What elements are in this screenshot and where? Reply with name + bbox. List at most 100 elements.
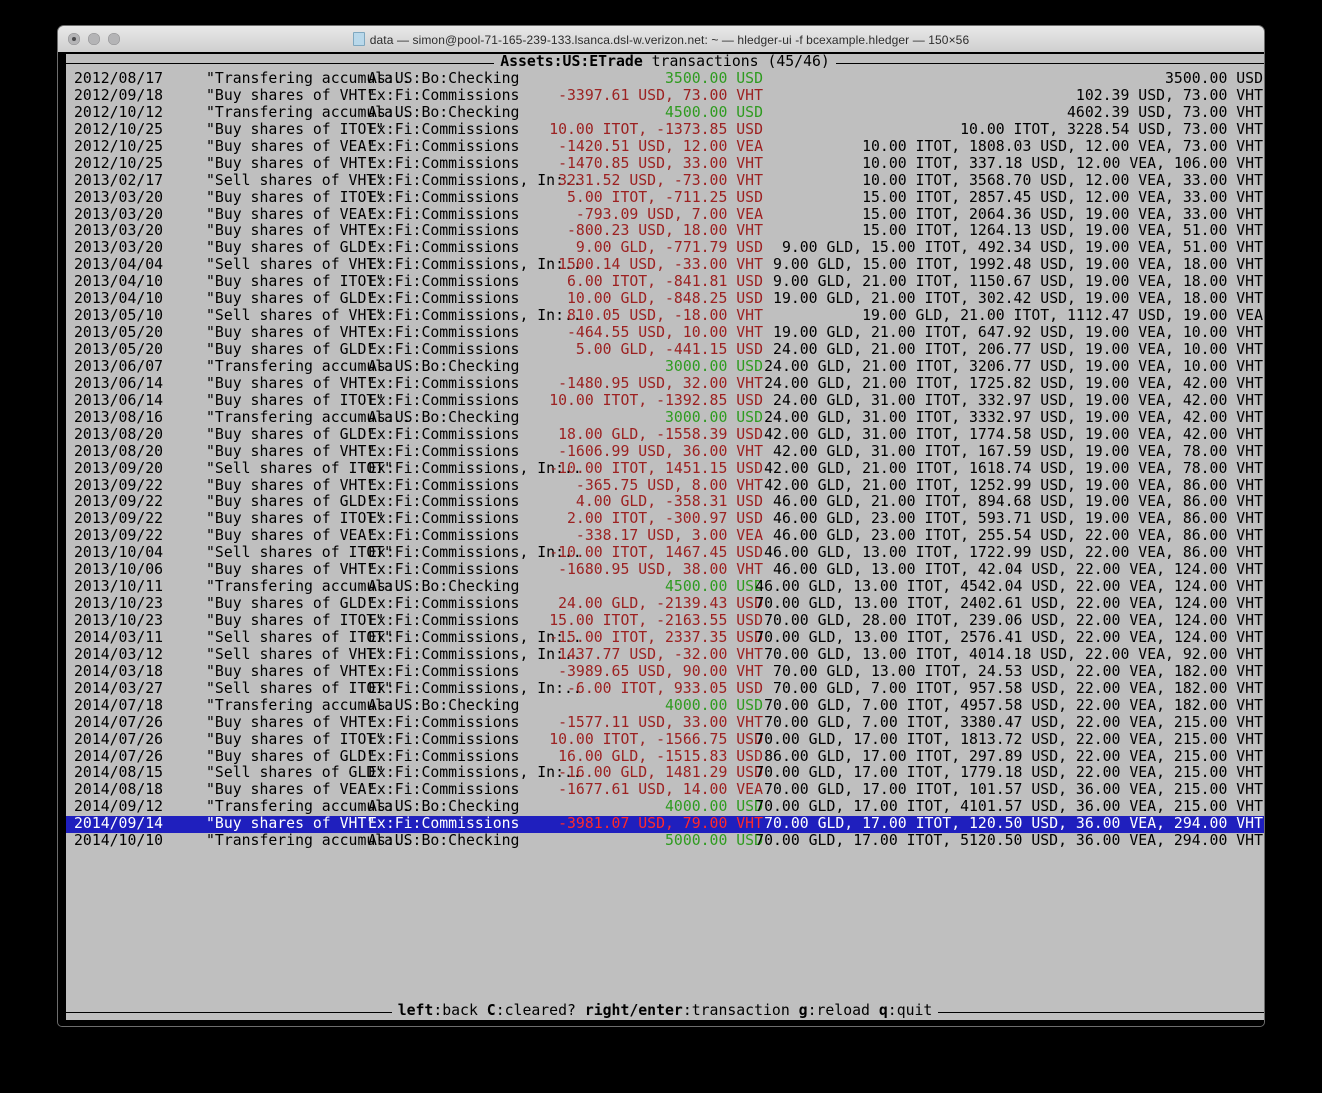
table-row[interactable]: 2012/10/25 "Buy shares of VHT" Ex:Fi:Commi… bbox=[66, 154, 1264, 173]
table-row[interactable]: 2013/03/20 "Buy shares of VHT" Ex:Fi:Commi… bbox=[66, 222, 1264, 240]
row-amount: 15.00 ITOT, -2163.55 USD bbox=[549, 612, 763, 629]
row-balance: 10.00 ITOT, 3228.54 USD, 73.00 VHT bbox=[960, 120, 1263, 138]
table-row[interactable]: 2013/10/23 "Buy shares of GLD" Ex:Fi:Commi… bbox=[66, 595, 1264, 613]
row-account: Ex:Fi:Commissions, In:.. bbox=[368, 256, 582, 274]
table-row[interactable]: 2013/10/04 "Sell shares of ITOT" Ex:Fi:Com… bbox=[66, 544, 1264, 562]
row-account: As:US:Bo:Checking bbox=[368, 832, 520, 850]
table-row[interactable]: 2013/09/22 "Buy shares of ITOT" Ex:Fi:Comm… bbox=[66, 510, 1264, 528]
transactions-list[interactable]: 2012/08/17 "Transfering accumula.. As:US:B… bbox=[66, 70, 1264, 850]
row-balance: 70.00 GLD, 17.00 ITOT, 101.57 USD, 36.00… bbox=[764, 781, 1263, 799]
header-rule-right bbox=[835, 63, 1264, 64]
table-row[interactable]: 2013/03/20 "Buy shares of GLD" Ex:Fi:Commi… bbox=[66, 239, 1264, 257]
row-account: Ex:Fi:Commissions bbox=[368, 730, 520, 748]
table-row[interactable]: 2013/03/20 "Buy shares of ITOT" Ex:Fi:Comm… bbox=[66, 188, 1264, 207]
table-row[interactable]: 2013/04/04 "Sell shares of VHT" Ex:Fi:Comm… bbox=[66, 256, 1264, 274]
zoom-button-icon[interactable] bbox=[108, 33, 120, 45]
table-row[interactable]: 2013/04/10 "Buy shares of ITOT" Ex:Fi:Comm… bbox=[66, 273, 1264, 291]
table-row[interactable]: 2013/09/22 "Buy shares of VHT" Ex:Fi:Commi… bbox=[66, 476, 1264, 495]
key-name[interactable]: right/enter bbox=[584, 1003, 683, 1020]
row-amount: -338.17 USD, 3.00 VEA bbox=[575, 527, 763, 545]
table-row[interactable]: 2014/07/26 "Buy shares of ITOT" Ex:Fi:Comm… bbox=[66, 730, 1264, 749]
footer-rule-left bbox=[66, 1012, 392, 1013]
row-amount: 5.00 ITOT, -711.25 USD bbox=[567, 188, 763, 206]
table-row[interactable]: 2014/07/26 "Buy shares of GLD" Ex:Fi:Commi… bbox=[66, 748, 1264, 766]
table-row[interactable]: 2013/05/10 "Sell shares of VHT" Ex:Fi:Comm… bbox=[66, 307, 1264, 325]
header-suffix: transactions (45/46) bbox=[642, 54, 830, 71]
row-amount: -464.55 USD, 10.00 VHT bbox=[567, 324, 763, 342]
table-row[interactable]: 2013/08/20 "Buy shares of VHT" Ex:Fi:Commi… bbox=[66, 442, 1264, 461]
table-row[interactable]: 2014/03/11 "Sell shares of ITOT" Ex:Fi:Com… bbox=[66, 628, 1264, 647]
key-name[interactable]: g bbox=[798, 1003, 808, 1020]
table-row[interactable]: 2014/07/26 "Buy shares of VHT" Ex:Fi:Commi… bbox=[66, 714, 1264, 732]
row-description: "Buy shares of VHT" bbox=[206, 662, 376, 680]
minimize-button-icon[interactable] bbox=[88, 33, 100, 45]
table-row[interactable]: 2012/10/25 "Buy shares of ITOT" Ex:Fi:Comm… bbox=[66, 120, 1264, 139]
table-row[interactable]: 2013/06/14 "Buy shares of ITOT" Ex:Fi:Comm… bbox=[66, 392, 1264, 410]
row-amount: 4500.00 USD bbox=[665, 578, 763, 596]
row-account: Ex:Fi:Commissions bbox=[368, 154, 520, 172]
key-name[interactable]: C bbox=[486, 1003, 496, 1020]
table-row[interactable]: 2013/10/23 "Buy shares of ITOT" Ex:Fi:Comm… bbox=[66, 612, 1264, 630]
table-row[interactable]: 2014/09/12 "Transfering accumula.. As:US:B… bbox=[66, 798, 1264, 816]
table-row[interactable]: 2013/09/20 "Sell shares of ITOT" Ex:Fi:Com… bbox=[66, 460, 1264, 478]
table-row[interactable]: 2013/10/06 "Buy shares of VHT" Ex:Fi:Commi… bbox=[66, 561, 1264, 579]
table-row[interactable]: 2014/03/18 "Buy shares of VHT" Ex:Fi:Commi… bbox=[66, 662, 1264, 681]
row-account: Ex:Fi:Commissions, In:.. bbox=[368, 171, 582, 189]
table-row[interactable]: 2012/10/25 "Buy shares of VEA" Ex:Fi:Commi… bbox=[66, 137, 1264, 156]
row-balance: 46.00 GLD, 13.00 ITOT, 1722.99 USD, 22.0… bbox=[764, 544, 1263, 562]
window-titlebar[interactable]: data — simon@pool-71-165-239-133.lsanca.… bbox=[58, 26, 1264, 53]
key-action: :back bbox=[433, 1003, 478, 1020]
table-row[interactable]: 2014/10/10 "Transfering accumula.. As:US:B… bbox=[66, 832, 1264, 850]
table-row[interactable]: 2012/10/12 "Transfering accumula.. As:US:B… bbox=[66, 103, 1264, 122]
row-description: "Sell shares of VHT" bbox=[206, 307, 385, 325]
table-row[interactable]: 2014/08/15 "Sell shares of GLD" Ex:Fi:Comm… bbox=[66, 764, 1264, 782]
row-amount: 18.00 GLD, -1558.39 USD bbox=[558, 425, 763, 443]
table-row[interactable]: 2013/06/07 "Transfering accumula.. As:US:B… bbox=[66, 357, 1264, 376]
table-row[interactable]: 2013/09/22 "Buy shares of VEA" Ex:Fi:Commi… bbox=[66, 527, 1264, 545]
row-amount: 2.00 ITOT, -300.97 USD bbox=[567, 510, 763, 528]
table-row[interactable]: 2013/05/20 "Buy shares of VHT" Ex:Fi:Commi… bbox=[66, 324, 1264, 342]
row-amount: 3000.00 USD bbox=[665, 357, 763, 375]
key-name[interactable]: q bbox=[878, 1003, 888, 1020]
table-row[interactable]: 2013/04/10 "Buy shares of GLD" Ex:Fi:Commi… bbox=[66, 290, 1264, 308]
terminal-screen[interactable]: Assets:US:ETrade transactions (45/46) 20… bbox=[58, 52, 1264, 1026]
table-row[interactable]: 2014/08/18 "Buy shares of VEA" Ex:Fi:Commi… bbox=[66, 781, 1264, 799]
table-row[interactable]: 2013/03/20 "Buy shares of VEA" Ex:Fi:Commi… bbox=[66, 206, 1264, 224]
table-row[interactable]: 2012/08/17 "Transfering accumula.. As:US:B… bbox=[66, 70, 1264, 88]
key-action: :transaction bbox=[682, 1003, 790, 1020]
table-row[interactable]: 2013/09/22 "Buy shares of GLD" Ex:Fi:Commi… bbox=[66, 493, 1264, 511]
table-row[interactable]: 2014/03/27 "Sell shares of ITOT" Ex:Fi:Com… bbox=[66, 680, 1264, 698]
row-description: "Sell shares of VHT" bbox=[206, 645, 385, 663]
table-row[interactable]: 2013/02/17 "Sell shares of VHT" Ex:Fi:Comm… bbox=[66, 171, 1264, 190]
row-date: 2013/05/10 bbox=[74, 307, 164, 325]
row-amount: 810.05 USD, -18.00 VHT bbox=[567, 307, 763, 325]
table-row[interactable]: 2013/08/20 "Buy shares of GLD" Ex:Fi:Commi… bbox=[66, 425, 1264, 444]
row-balance: 46.00 GLD, 21.00 ITOT, 894.68 USD, 19.00… bbox=[773, 493, 1263, 511]
table-row[interactable]: 2013/08/16 "Transfering accumula.. As:US:B… bbox=[66, 408, 1264, 427]
table-row[interactable]: 2014/07/18 "Transfering accumula.. As:US:B… bbox=[66, 697, 1264, 715]
table-row[interactable]: 2014/03/12 "Sell shares of VHT" Ex:Fi:Comm… bbox=[66, 645, 1264, 664]
row-amount: -10.00 ITOT, 1467.45 USD bbox=[549, 544, 763, 562]
row-amount: 4500.00 USD bbox=[665, 103, 763, 121]
row-balance: 70.00 GLD, 17.00 ITOT, 4101.57 USD, 36.0… bbox=[755, 798, 1263, 816]
row-amount: -800.23 USD, 18.00 VHT bbox=[567, 222, 763, 240]
table-row[interactable]: 2013/10/11 "Transfering accumula.. As:US:B… bbox=[66, 578, 1264, 596]
key-name[interactable]: left bbox=[397, 1003, 434, 1020]
keybinding-hints[interactable]: left:back C:cleared? right/enter:transac… bbox=[392, 1003, 939, 1020]
row-amount: 3000.00 USD bbox=[665, 408, 763, 426]
table-row[interactable]: 2014/09/14 "Buy shares of VHT" Ex:Fi:Commi… bbox=[66, 815, 1264, 834]
row-balance: 70.00 GLD, 13.00 ITOT, 2576.41 USD, 22.0… bbox=[755, 628, 1263, 646]
table-row[interactable]: 2013/06/14 "Buy shares of VHT" Ex:Fi:Commi… bbox=[66, 375, 1264, 393]
row-account: Ex:Fi:Commissions bbox=[368, 442, 520, 460]
table-row[interactable]: 2012/09/18 "Buy shares of VHT" Ex:Fi:Commi… bbox=[66, 86, 1264, 105]
row-amount: 10.00 ITOT, -1566.75 USD bbox=[549, 730, 763, 748]
row-amount: 3231.52 USD, -73.00 VHT bbox=[558, 171, 763, 189]
row-description: "Transfering accumula.. bbox=[206, 832, 411, 850]
row-balance: 42.00 GLD, 21.00 ITOT, 1252.99 USD, 19.0… bbox=[764, 476, 1263, 494]
table-row[interactable]: 2013/05/20 "Buy shares of GLD" Ex:Fi:Commi… bbox=[66, 341, 1264, 359]
close-button-icon[interactable] bbox=[68, 33, 80, 45]
row-date: 2013/10/23 bbox=[74, 612, 164, 629]
row-description: "Buy shares of VEA" bbox=[206, 137, 376, 155]
row-date: 2012/09/18 bbox=[74, 86, 164, 104]
row-balance: 10.00 ITOT, 337.18 USD, 12.00 VEA, 106.0… bbox=[862, 154, 1263, 172]
